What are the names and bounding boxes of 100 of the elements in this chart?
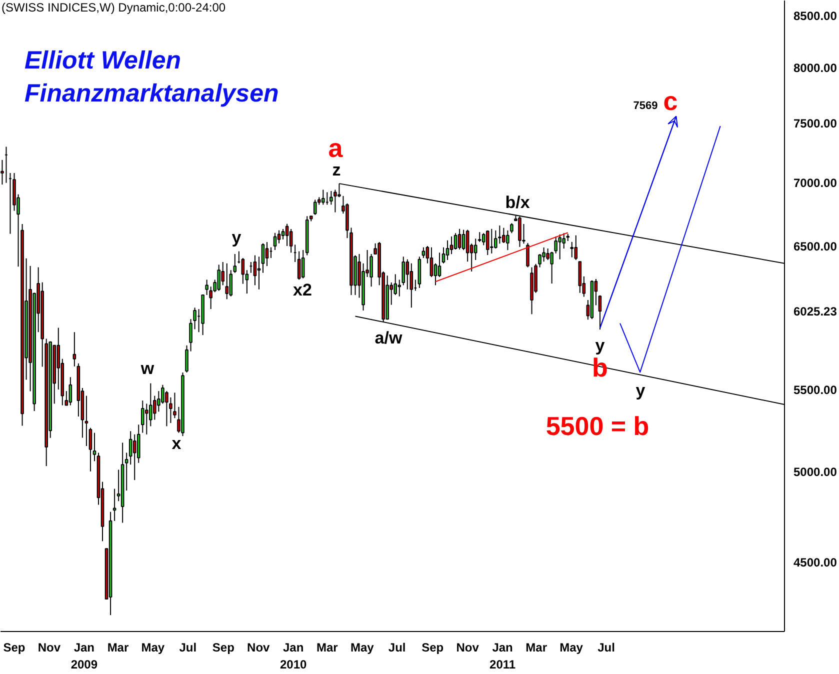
candlestick [450,236,454,255]
candlestick [149,382,152,427]
candlestick [438,252,442,278]
annotation: x2 [293,280,312,300]
candlestick [406,258,410,290]
candlestick [281,228,285,240]
candlestick [546,248,550,260]
y-tick-label: 4500.00 [794,555,838,570]
candlestick [265,242,269,267]
annotation: y [636,380,646,400]
candlestick [128,430,132,466]
candlestick [494,230,498,250]
x-tick-label: Jan 2009 [70,640,98,672]
candlestick [482,232,486,246]
candlestick [217,264,220,292]
text: Finanzmarktanalysen [24,80,279,108]
candlestick [486,230,490,256]
candlestick [68,376,72,406]
x-tick-label: Sep [212,640,234,654]
candlestick [526,242,530,268]
candlestick [301,249,305,279]
candlestick [153,395,156,420]
annotation: 7569 [633,100,658,112]
candlestick [570,241,574,258]
y-tick-label: 8000.00 [794,61,838,76]
candlestick [88,427,92,472]
candlestick [289,228,293,254]
candlestick [72,332,76,367]
x-tick-label: Nov [38,640,61,654]
candlestick [92,432,96,462]
candlestick [502,227,506,244]
candlestick [462,229,466,251]
candlestick [474,238,478,260]
candlestick [205,279,208,296]
annotation: w [140,359,155,378]
candlestick [233,253,237,274]
x-tick-label: Mar [316,640,338,654]
x-tick-label: Jul [598,640,615,654]
x-tick-label: Mar [526,640,548,654]
y-tick-label: 5000.00 [794,464,838,479]
annotation: (SWISS INDICES,W) Dynamic,0:00-24:00 [2,0,226,14]
y-tick-label: 8500.00 [794,9,838,24]
x-tick-label: May [560,640,584,654]
candlestick [136,424,140,464]
text: Elliott Wellen [24,46,181,74]
x-tick-label: Jan 2010 [280,640,308,672]
candlestick [454,232,458,250]
candlestick [558,234,562,260]
candlestick [140,400,144,434]
x-tick-label: Mar [107,640,129,654]
x-tick-label: Sep [3,640,26,654]
candlestick [554,236,558,254]
annotation: x [172,434,182,453]
annotation: 5500 = b [546,410,650,441]
candlestick [466,229,470,262]
candlestick [322,189,325,206]
candlestick [84,395,88,447]
candlestick [518,216,522,248]
candlestick [574,234,578,260]
candlestick [370,253,373,288]
annotation: y [232,228,242,248]
x-tick-label: May [350,640,374,654]
candlestick [498,225,502,244]
candlestick [144,403,148,435]
candlestick [506,230,510,251]
x-tick-label: Jul [179,640,197,654]
y-tick-label: 5500.00 [794,383,838,398]
x-tick-label: Nov [456,640,480,654]
candlestick [410,262,414,308]
candlestick [442,246,446,264]
candlestick [598,294,602,330]
candlestick [430,246,434,278]
candlestick [490,228,494,254]
annotation: a/w [374,328,403,348]
candlestick [446,240,450,260]
candlestick [132,434,136,481]
candlestick [550,251,554,284]
x-tick-label: Sep [422,640,444,654]
x-tick-label: Nov [247,640,270,654]
y-tick-label: 7500.00 [794,116,838,131]
candlestick [538,254,542,268]
candlestick [277,230,281,244]
candlestick [313,199,317,216]
candlestick [185,344,188,374]
candlestick [273,232,277,250]
candlestick [165,390,168,427]
candlestick [124,452,128,492]
candlestick [225,262,229,300]
candlestick [478,232,482,242]
candlestick [253,254,257,286]
annotation: b/x [505,192,530,212]
y-tick-label: 6500.00 [794,240,838,254]
x-tick-label: Jul [388,640,406,654]
candlestick [458,228,462,250]
candlestick [297,250,301,280]
candlestick [422,246,426,258]
y-tick-label: 6025.23 [794,304,838,319]
candlestick [241,257,245,284]
candlestick [112,488,116,522]
candlestick [221,262,225,286]
